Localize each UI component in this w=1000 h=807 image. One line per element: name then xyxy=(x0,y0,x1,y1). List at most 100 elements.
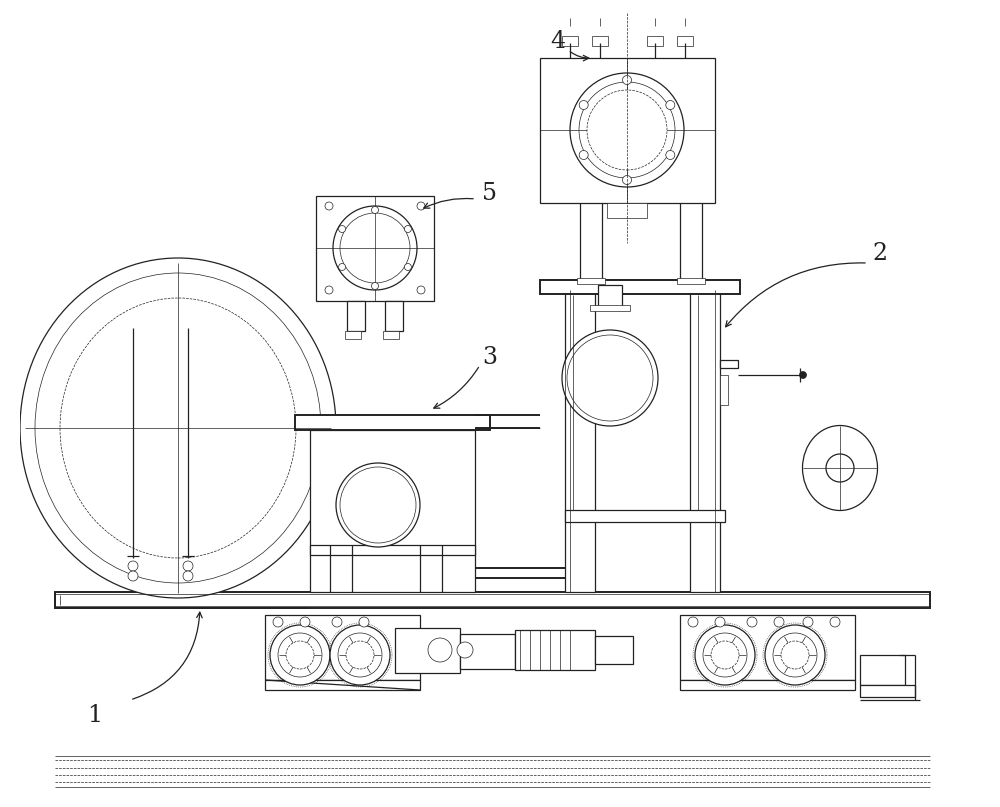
Circle shape xyxy=(572,340,648,416)
Circle shape xyxy=(800,371,806,378)
Circle shape xyxy=(339,225,346,232)
Circle shape xyxy=(562,330,658,426)
Bar xyxy=(720,375,728,405)
Circle shape xyxy=(695,625,755,685)
Circle shape xyxy=(371,282,378,290)
Bar xyxy=(607,203,647,218)
Bar xyxy=(565,510,725,522)
Bar xyxy=(592,36,608,45)
Circle shape xyxy=(826,454,854,482)
Bar xyxy=(540,57,714,203)
Circle shape xyxy=(715,617,725,627)
Circle shape xyxy=(615,118,639,142)
Bar xyxy=(347,300,365,331)
Bar xyxy=(647,36,663,45)
Ellipse shape xyxy=(20,258,336,598)
Circle shape xyxy=(579,150,588,160)
Bar xyxy=(565,290,595,592)
Bar xyxy=(595,636,633,664)
Bar xyxy=(310,430,475,592)
Bar xyxy=(385,300,403,331)
Circle shape xyxy=(183,561,193,571)
Circle shape xyxy=(344,471,412,539)
Bar xyxy=(677,36,693,45)
Circle shape xyxy=(338,633,382,677)
Circle shape xyxy=(622,76,632,85)
Bar xyxy=(590,305,630,311)
Text: 5: 5 xyxy=(482,182,497,204)
Circle shape xyxy=(711,641,739,669)
Circle shape xyxy=(333,206,417,290)
Circle shape xyxy=(773,633,817,677)
Bar xyxy=(677,196,705,202)
Bar xyxy=(720,360,738,368)
Bar xyxy=(690,290,720,592)
Circle shape xyxy=(336,463,420,547)
Circle shape xyxy=(457,642,473,658)
Bar xyxy=(577,196,605,202)
Bar xyxy=(860,655,905,685)
Bar xyxy=(316,195,434,300)
Ellipse shape xyxy=(60,298,296,558)
Circle shape xyxy=(339,264,346,270)
Text: 4: 4 xyxy=(550,31,566,53)
Circle shape xyxy=(340,467,416,543)
Circle shape xyxy=(128,571,138,581)
Circle shape xyxy=(765,625,825,685)
Circle shape xyxy=(428,638,452,662)
Circle shape xyxy=(270,625,330,685)
Text: 1: 1 xyxy=(87,704,103,726)
Circle shape xyxy=(404,225,411,232)
Circle shape xyxy=(774,617,784,627)
Bar xyxy=(55,592,930,608)
Bar xyxy=(395,628,460,673)
Bar xyxy=(515,630,595,670)
Circle shape xyxy=(183,571,193,581)
Circle shape xyxy=(666,150,675,160)
Circle shape xyxy=(296,651,304,659)
Circle shape xyxy=(417,202,425,210)
Text: 2: 2 xyxy=(872,241,888,265)
Circle shape xyxy=(300,617,310,627)
Circle shape xyxy=(278,633,322,677)
Text: 3: 3 xyxy=(482,346,497,370)
Circle shape xyxy=(359,617,369,627)
Bar xyxy=(540,280,740,294)
Bar xyxy=(562,36,578,45)
Circle shape xyxy=(325,202,333,210)
Circle shape xyxy=(417,286,425,294)
Circle shape xyxy=(286,641,314,669)
Circle shape xyxy=(703,633,747,677)
Circle shape xyxy=(567,335,653,421)
Circle shape xyxy=(404,264,411,270)
Circle shape xyxy=(325,286,333,294)
Circle shape xyxy=(356,651,364,659)
Circle shape xyxy=(332,617,342,627)
Circle shape xyxy=(579,82,675,178)
Bar xyxy=(265,615,420,680)
Circle shape xyxy=(781,641,809,669)
Circle shape xyxy=(604,372,616,384)
Circle shape xyxy=(330,625,390,685)
Ellipse shape xyxy=(802,425,878,511)
Bar xyxy=(345,331,361,338)
Circle shape xyxy=(373,500,383,510)
Circle shape xyxy=(721,651,729,659)
Circle shape xyxy=(803,617,813,627)
Bar xyxy=(580,200,602,280)
Bar xyxy=(310,545,475,555)
Circle shape xyxy=(340,213,410,283)
Bar xyxy=(577,278,605,284)
Bar xyxy=(265,680,420,690)
Bar xyxy=(383,331,399,338)
Circle shape xyxy=(371,207,378,214)
Circle shape xyxy=(128,561,138,571)
Circle shape xyxy=(830,617,840,627)
Circle shape xyxy=(587,90,667,170)
Circle shape xyxy=(346,641,374,669)
Circle shape xyxy=(273,617,283,627)
Bar xyxy=(460,634,515,669)
Circle shape xyxy=(579,101,588,110)
Bar xyxy=(677,278,705,284)
Circle shape xyxy=(688,617,698,627)
